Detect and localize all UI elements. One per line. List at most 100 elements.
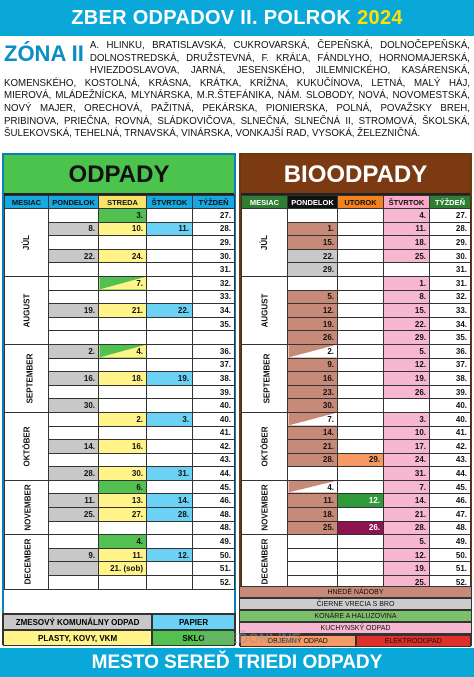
date-cell xyxy=(146,561,193,577)
date-cell: 38. xyxy=(192,371,235,386)
date-cell: 21. xyxy=(383,507,430,522)
date-cell xyxy=(48,452,99,468)
date-cell xyxy=(287,466,338,481)
date-cell: 7. xyxy=(287,411,338,427)
date-cell: 3. xyxy=(146,411,193,427)
date-cell: 14. xyxy=(48,439,99,454)
date-cell: 35. xyxy=(429,330,471,345)
table-row: 35. xyxy=(5,316,235,332)
date-cell: 48. xyxy=(429,520,471,536)
year-label: 2024 xyxy=(357,7,403,29)
table-row: 25. 27. 28. 48. xyxy=(5,507,235,522)
date-cell xyxy=(337,425,384,441)
odpady-legend: ZMESOVÝ KOMUNÁLNY ODPAD PAPIER PLASTY, K… xyxy=(2,613,236,646)
date-cell: 4. xyxy=(98,534,147,549)
date-cell xyxy=(337,507,384,522)
table-row: 16. 18. 19. 38. xyxy=(5,371,235,386)
legend-branches: KONÁRE A HALUZOVINA xyxy=(239,610,472,622)
date-cell xyxy=(337,316,384,332)
table-row: 1. 11. 28. xyxy=(242,221,471,237)
date-cell xyxy=(48,330,99,345)
table-row: 41. xyxy=(5,425,235,441)
date-cell: 4. xyxy=(383,208,430,223)
date-cell: 49. xyxy=(192,534,235,549)
date-cell xyxy=(48,316,99,332)
date-cell: 22. xyxy=(383,316,430,332)
date-cell xyxy=(48,384,99,400)
date-cell: 44. xyxy=(192,466,235,481)
date-cell xyxy=(337,262,384,277)
table-row: 15. 18. 29. xyxy=(242,235,471,250)
date-cell: 8. xyxy=(48,221,99,237)
table-row: NOVEMBER 6. 45. xyxy=(4,479,235,536)
date-cell: 22. xyxy=(48,248,99,264)
date-cell xyxy=(192,330,235,345)
date-cell: 28. xyxy=(48,466,99,481)
date-cell xyxy=(146,520,193,536)
date-cell: 29. xyxy=(429,235,471,250)
date-cell: 28. xyxy=(146,507,193,522)
date-cell xyxy=(48,575,99,590)
date-cell: 35. xyxy=(192,316,235,332)
odpady-title: ODPADY xyxy=(4,155,234,195)
table-row: 33. xyxy=(5,289,235,305)
date-cell: 45. xyxy=(429,479,471,495)
date-cell: 1. xyxy=(287,221,338,237)
date-cell xyxy=(48,479,99,495)
date-cell: 24. xyxy=(383,452,430,468)
date-cell: 27. xyxy=(192,208,235,223)
date-cell: 16. xyxy=(98,439,147,454)
date-cell: 21. (sob) xyxy=(98,561,147,577)
date-cell: 41. xyxy=(429,425,471,441)
table-row: 28. 30. 31. 44. xyxy=(5,466,235,481)
col-month: MESIAC xyxy=(4,195,49,209)
date-cell: 46. xyxy=(192,493,235,509)
table-row: 30. 40. xyxy=(5,398,235,413)
date-cell xyxy=(146,575,193,590)
watermark: SEREĎONLINE xyxy=(200,630,302,646)
date-cell xyxy=(48,235,99,250)
date-cell: 28. xyxy=(192,221,235,237)
table-row: 43. xyxy=(5,452,235,468)
month-cell: DECEMBER xyxy=(4,534,49,590)
table-row: 31. 44. xyxy=(242,466,471,481)
date-cell: 50. xyxy=(429,547,471,563)
date-cell: 46. xyxy=(429,493,471,509)
date-cell xyxy=(48,520,99,536)
date-cell: 18. xyxy=(98,371,147,386)
date-cell xyxy=(98,316,147,332)
page-header: ZBER ODPADOV II. POLROK 2024 xyxy=(0,0,474,36)
table-row: 18. 21. 47. xyxy=(242,507,471,522)
date-cell: 48. xyxy=(192,520,235,536)
date-cell: 44. xyxy=(429,466,471,481)
month-cell: AUGUST xyxy=(4,275,49,345)
table-row: 19. 51. xyxy=(242,561,471,577)
table-row: 12. 50. xyxy=(242,547,471,563)
date-cell xyxy=(146,289,193,305)
date-cell xyxy=(48,275,99,291)
date-cell: 31. xyxy=(429,275,471,291)
table-row: DECEMBER 5. 49. xyxy=(241,534,471,590)
table-row: 11. 12. 14. 46. xyxy=(242,493,471,509)
date-cell xyxy=(146,452,193,468)
bioodpady-table: MESIAC PONDELOK UTOROK ŠTVRTOK TÝŽDEŇ JÚ… xyxy=(241,195,471,590)
date-cell xyxy=(383,262,430,277)
date-cell xyxy=(146,262,193,277)
date-cell xyxy=(337,411,384,427)
date-cell xyxy=(98,575,147,590)
date-cell xyxy=(287,275,338,291)
date-cell: 19. xyxy=(48,303,99,318)
legend-paper: PAPIER xyxy=(152,614,235,630)
date-cell: 21. xyxy=(287,439,338,454)
footer-banner: MESTO SEREĎ TRIEDI ODPADY xyxy=(0,648,474,677)
date-cell xyxy=(48,262,99,277)
date-cell xyxy=(146,357,193,373)
date-cell xyxy=(337,398,384,413)
date-cell: 7. xyxy=(383,479,430,495)
month-cell: OKTÓBER xyxy=(241,411,288,481)
date-cell: 7. xyxy=(98,275,147,291)
table-row: 25. 52. xyxy=(242,575,471,590)
date-cell xyxy=(287,208,338,223)
date-cell xyxy=(337,303,384,318)
date-cell: 11. xyxy=(48,493,99,509)
